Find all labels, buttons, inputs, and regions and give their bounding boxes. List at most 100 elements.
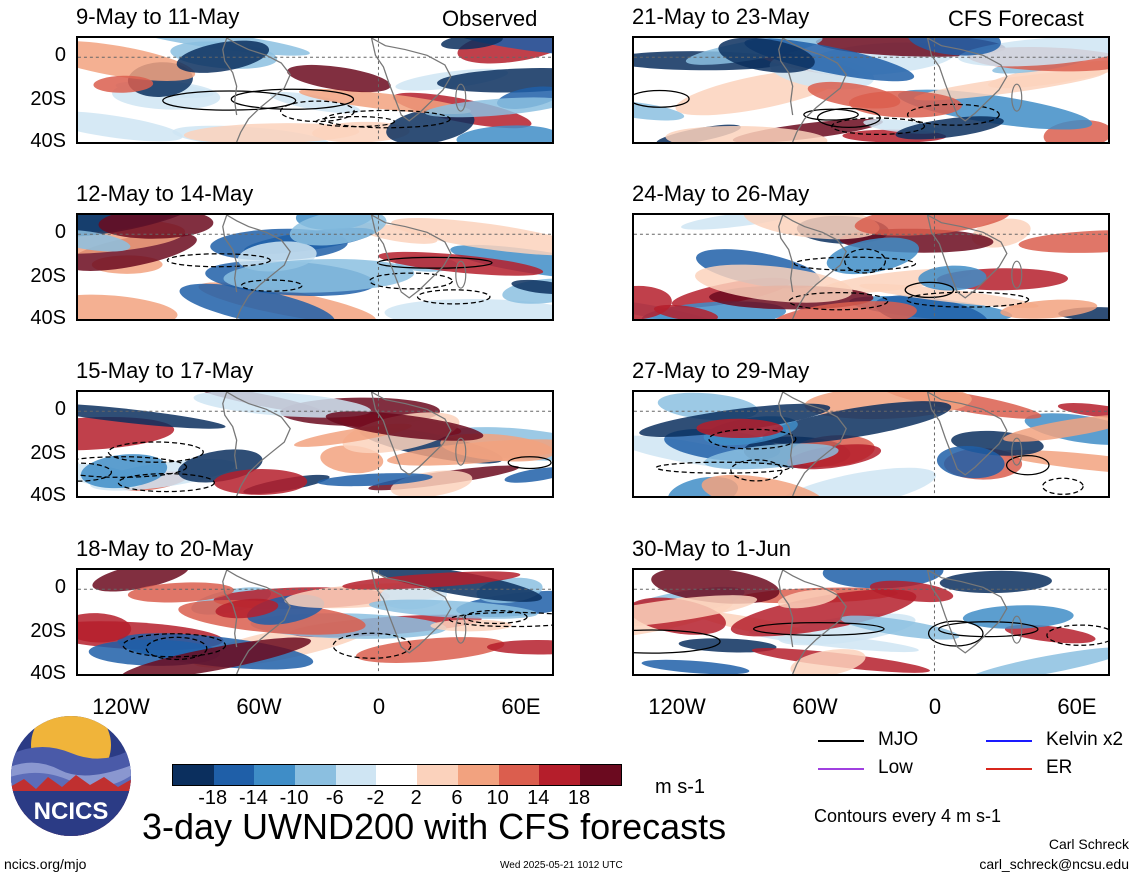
map-field (78, 392, 552, 496)
africa-coastline (370, 215, 452, 299)
africa-coastline (926, 38, 1008, 122)
contour-line (634, 89, 690, 108)
contour-line (793, 256, 917, 271)
contour-line (78, 462, 113, 482)
contour-line (844, 248, 887, 274)
shading-blob (772, 301, 917, 319)
map-panel (632, 568, 1110, 676)
shading-blob (78, 403, 226, 429)
footer-email: carl_schreck@ncsu.edu (979, 856, 1129, 872)
colorbar-swatch (539, 765, 580, 785)
y-tick-label: 0 (54, 398, 66, 420)
contour-line (78, 456, 188, 478)
madagascar-coastline (455, 83, 467, 112)
south-america-coastline (778, 392, 847, 496)
y-tick-label: 40S (30, 662, 66, 684)
shading-blob (826, 237, 920, 275)
contour-line (376, 256, 493, 269)
shading-blob (958, 38, 1108, 67)
legend-low-line (818, 768, 864, 770)
footer-author: Carl Schreck (1048, 836, 1129, 852)
africa-coastline (370, 392, 452, 476)
shading-blob (504, 467, 552, 483)
y-tick-label: 20S (30, 265, 66, 287)
shading-blob (384, 298, 552, 319)
south-america-coastline (222, 570, 291, 674)
shading-blob (179, 283, 335, 319)
shading-blob (78, 416, 175, 451)
legend-er-label: ER (1046, 757, 1073, 778)
shading-blob (998, 449, 1108, 475)
shading-blob (121, 637, 312, 674)
africa-coastline (926, 570, 1008, 654)
colorbar-swatch (579, 765, 621, 785)
colorbar-swatch (254, 765, 296, 785)
shading-blob (822, 570, 944, 589)
colorbar-swatch (498, 765, 540, 785)
shading-blob (743, 215, 880, 240)
africa-coastline (370, 38, 452, 122)
shading-blob (1057, 403, 1108, 418)
shading-blob (93, 75, 154, 93)
colorbar-swatch (213, 765, 255, 785)
shading-blob (183, 123, 360, 142)
shading-blob (356, 637, 505, 663)
shading-blob (777, 467, 936, 496)
colorbar-tick-label: 6 (451, 787, 463, 809)
shading-blob (939, 570, 1052, 594)
shading-blob (511, 279, 552, 295)
colorbar-tick-label: 10 (486, 787, 509, 809)
contour-line (448, 611, 552, 628)
panel-title: 27-May to 29-May (632, 358, 810, 383)
contour-line (634, 629, 721, 654)
africa-coastline (926, 392, 1008, 476)
map-panel (76, 390, 554, 498)
map-field (78, 38, 552, 142)
colorbar-tick-label: -6 (325, 787, 344, 809)
shading-blob (325, 411, 484, 441)
shading-blob (440, 433, 552, 462)
shading-blob (914, 70, 1106, 101)
shading-blob (848, 90, 962, 118)
x-tick-label: 60E (501, 694, 541, 719)
shading-blob (895, 116, 1004, 140)
contour-line (279, 100, 355, 123)
contour-line (752, 621, 885, 636)
map-panel (632, 213, 1110, 321)
shading-blob (92, 570, 189, 592)
colorbar-swatch (417, 765, 458, 785)
map-field (634, 38, 1108, 142)
shading-blob (840, 615, 960, 640)
shading-blob (317, 473, 433, 487)
contour-line (927, 620, 984, 647)
contour-line (416, 289, 491, 305)
shading-blob (127, 582, 235, 603)
shading-blob (859, 283, 1039, 308)
shading-blob (641, 659, 750, 674)
ncics-logo: NCICS (10, 715, 132, 837)
contour-line (162, 90, 297, 111)
footer-url: ncics.org/mjo (4, 856, 87, 872)
colorbar-tick-label: 14 (527, 787, 550, 809)
madagascar-coastline (455, 437, 467, 466)
colorbar-tick-label: -18 (198, 787, 228, 809)
logo-text: NCICS (34, 798, 109, 825)
shading-blob (78, 294, 178, 319)
contour-line (145, 636, 208, 661)
map-panel (76, 213, 554, 321)
y-tick-label: 20S (30, 442, 66, 464)
shading-blob (790, 649, 866, 674)
shading-blob (681, 215, 797, 230)
x-tick-label: 60E (1057, 694, 1097, 719)
x-tick-label: 0 (928, 694, 942, 719)
map-panel (76, 36, 554, 144)
shading-blob (368, 599, 538, 619)
colorbar-swatch (376, 765, 418, 785)
legend-kelvin-label: Kelvin x2 (1046, 729, 1124, 750)
colorbar-tick-label: 2 (410, 787, 422, 809)
map-field (78, 215, 552, 319)
south-america-coastline (222, 215, 291, 319)
colorbar-tick-label: 18 (567, 787, 591, 809)
shading-blob (907, 38, 1001, 56)
madagascar-coastline (455, 260, 467, 289)
